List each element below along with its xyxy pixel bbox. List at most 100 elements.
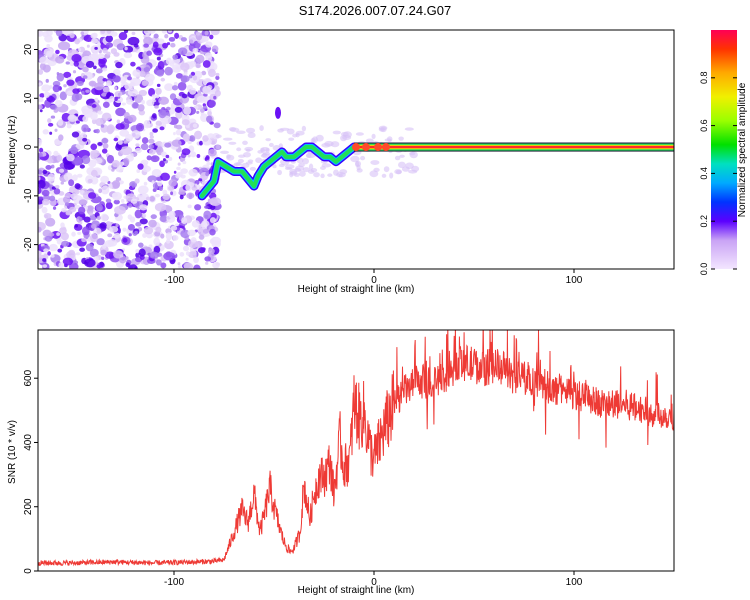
noise-blob — [146, 155, 152, 161]
noise-blob — [41, 84, 51, 92]
noise-blob — [157, 60, 165, 70]
noise-blob — [38, 176, 41, 181]
noise-blob — [200, 113, 208, 122]
noise-blob — [133, 43, 139, 48]
noise-blob — [50, 115, 56, 119]
noise-blob — [63, 84, 67, 88]
faint-blob — [360, 155, 366, 161]
noise-blob — [109, 225, 119, 233]
faint-blob — [236, 130, 246, 135]
noise-blob — [182, 160, 187, 165]
noise-blob — [153, 47, 163, 56]
faint-blob — [284, 167, 293, 171]
noise-blob — [195, 54, 205, 64]
faint-blob — [320, 173, 325, 179]
noise-blob — [84, 258, 96, 268]
noise-blob — [77, 231, 82, 235]
noise-blob — [111, 160, 120, 168]
carrier-band-core — [354, 145, 674, 149]
noise-blob — [164, 142, 172, 148]
noise-blob — [155, 87, 162, 95]
noise-blob — [42, 264, 48, 268]
noise-blob — [188, 251, 197, 259]
noise-blob — [53, 150, 59, 157]
noise-blob — [127, 88, 139, 97]
noise-blob — [41, 206, 48, 214]
noise-blob — [43, 91, 50, 98]
noise-blob — [201, 247, 206, 251]
faint-blob — [405, 162, 414, 170]
colorbar-label: Normalized spectral amplitude — [737, 82, 748, 217]
noise-blob — [201, 70, 207, 76]
noise-blob — [71, 53, 82, 63]
noise-blob — [176, 171, 183, 178]
snr-plot-area — [38, 330, 674, 571]
noise-blob — [88, 192, 97, 199]
noise-blob — [209, 228, 216, 236]
noise-blob — [101, 148, 108, 154]
noise-blob — [116, 43, 125, 51]
noise-blob — [55, 30, 63, 37]
noise-blob — [104, 239, 114, 248]
noise-blob — [124, 46, 128, 51]
noise-blob — [149, 135, 154, 139]
snr-x-tick-label: 100 — [566, 577, 583, 588]
noise-blob — [105, 221, 112, 228]
noise-blob — [90, 233, 99, 242]
noise-blob — [186, 192, 195, 199]
noise-blob — [71, 231, 76, 237]
faint-blob — [389, 172, 394, 179]
faint-blob — [235, 162, 242, 167]
noise-blob — [127, 223, 135, 231]
carrier-lobe — [374, 143, 382, 152]
noise-blob — [94, 157, 103, 164]
faint-blob — [228, 141, 237, 145]
faint-blob — [397, 161, 406, 169]
snr-x-label: Height of straight line (km) — [298, 585, 415, 596]
noise-blob — [138, 242, 144, 248]
noise-blob — [134, 230, 139, 235]
noise-blob — [121, 102, 126, 106]
noise-blob — [178, 265, 182, 269]
noise-blob — [203, 210, 212, 220]
noise-blob — [193, 264, 201, 269]
noise-blob — [49, 195, 56, 202]
faint-blob — [229, 127, 240, 132]
noise-blob — [191, 186, 198, 191]
noise-blob — [179, 194, 184, 200]
noise-blob — [202, 105, 208, 110]
noise-blob — [69, 60, 75, 67]
noise-blob — [69, 206, 77, 213]
noise-blob — [113, 250, 124, 259]
noise-blob — [95, 117, 104, 126]
noise-blob — [190, 151, 197, 158]
noise-blob — [49, 131, 53, 135]
noise-blob — [120, 198, 125, 203]
noise-blob — [100, 175, 110, 184]
noise-blob — [55, 185, 60, 189]
noise-blob — [123, 52, 133, 59]
noise-blob — [151, 94, 157, 98]
noise-blob — [85, 243, 94, 252]
noise-blob — [175, 129, 182, 136]
noise-blob — [55, 56, 65, 64]
noise-blob — [193, 256, 199, 264]
noise-blob — [39, 93, 45, 98]
noise-blob — [209, 197, 222, 207]
faint-blob — [324, 140, 334, 147]
faint-blob — [332, 130, 341, 135]
noise-blob — [147, 175, 157, 183]
noise-blob — [56, 232, 60, 236]
frequency-track — [197, 106, 674, 201]
noise-blob — [160, 77, 166, 82]
noise-blob — [87, 178, 93, 184]
noise-blob — [159, 215, 168, 223]
noise-blob — [82, 66, 89, 73]
faint-blob — [260, 153, 271, 159]
noise-blob — [127, 36, 140, 46]
noise-blob — [143, 181, 148, 186]
noise-blob — [142, 213, 147, 218]
spectrogram-y-tick-label: 10 — [23, 92, 34, 104]
